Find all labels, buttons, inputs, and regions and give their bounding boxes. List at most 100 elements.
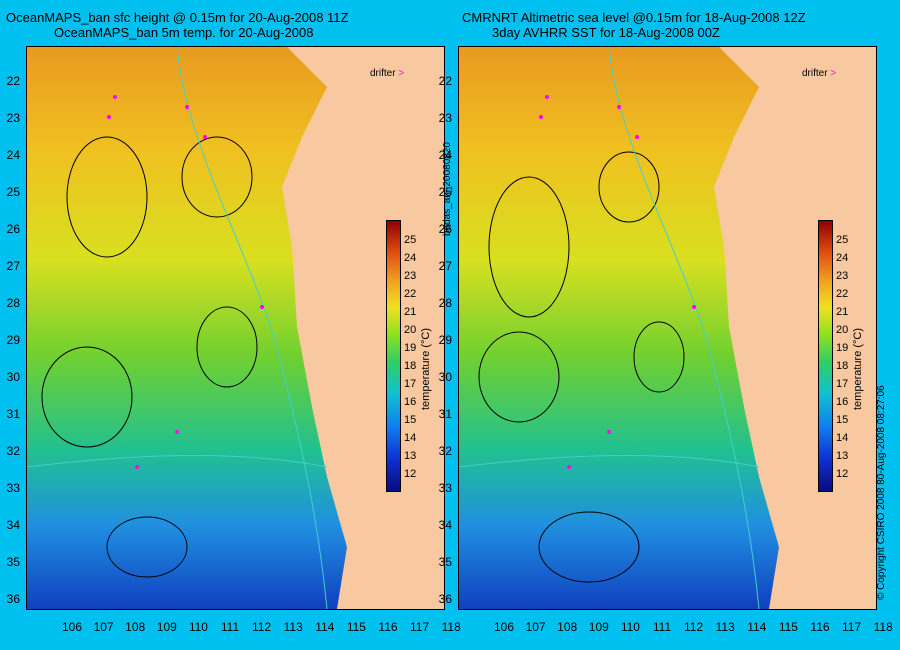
lat-tick: 28 (438, 296, 452, 310)
colorbar-right (818, 220, 833, 492)
colorbar-tick: 21 (404, 306, 417, 318)
drifter-legend-left: drifter > (370, 68, 404, 79)
lon-tick: 117 (410, 620, 430, 634)
lon-tick: 106 (493, 620, 515, 634)
lat-tick: 27 (6, 259, 20, 273)
right-title-line1: CMRNRT Altimetric sea level @0.15m for 1… (462, 10, 806, 25)
colorbar-tick: 12 (836, 468, 849, 480)
drifter-arrow-icon: > (398, 68, 405, 79)
lon-tick: 112 (684, 620, 704, 634)
lon-tick: 112 (252, 620, 272, 634)
colorbar-tick: 24 (836, 252, 849, 264)
colorbar-left (386, 220, 401, 492)
lat-tick: 34 (6, 518, 20, 532)
isobaths (459, 47, 760, 609)
lat-tick: 24 (438, 148, 452, 162)
lon-tick: 118 (441, 620, 461, 634)
colorbar-tick: 25 (404, 234, 417, 246)
lon-tick: 113 (715, 620, 735, 634)
sea-level-contours (478, 151, 685, 583)
isobaths (27, 47, 328, 609)
lon-tick: 110 (188, 620, 208, 634)
left-title-line2: OceanMAPS_ban 5m temp. for 20-Aug-2008 (54, 25, 314, 40)
lat-tick: 29 (438, 333, 452, 347)
lat-tick: 29 (6, 333, 20, 347)
colorbar-tick: 15 (404, 414, 417, 426)
lon-tick: 113 (283, 620, 303, 634)
lat-tick: 32 (6, 444, 20, 458)
colorbar-tick: 18 (836, 360, 849, 372)
lon-tick: 118 (873, 620, 893, 634)
colorbar-tick: 22 (404, 288, 417, 300)
colorbar-tick: 16 (836, 396, 849, 408)
colorbar-tick: 24 (404, 252, 417, 264)
lon-tick: 108 (557, 620, 578, 634)
colorbar-tick: 12 (404, 468, 417, 480)
colorbar-tick: 15 (836, 414, 849, 426)
colorbar-tick: 22 (836, 288, 849, 300)
right-map-panel (458, 46, 877, 610)
lat-tick: 34 (438, 518, 452, 532)
colorbar-tick: 14 (836, 432, 849, 444)
lon-tick: 115 (346, 620, 366, 634)
lat-tick: 33 (6, 481, 20, 495)
drifter-label: drifter (802, 68, 828, 79)
colorbar-tick: 20 (836, 324, 849, 336)
colorbar-title-right: temperature (°C) (852, 327, 864, 410)
lat-tick: 36 (6, 592, 20, 606)
lon-tick: 107 (525, 620, 546, 634)
lon-tick: 106 (61, 620, 83, 634)
colorbar-tick: 13 (836, 450, 849, 462)
lon-tick: 111 (220, 620, 240, 634)
drifter-tracks (539, 95, 696, 469)
lon-tick: 117 (842, 620, 862, 634)
right-map-svg (459, 47, 876, 609)
drifter-legend-right: drifter > (802, 68, 836, 79)
lat-tick: 30 (6, 370, 20, 384)
lon-tick: 111 (652, 620, 672, 634)
colorbar-title-left: temperature (°C) (420, 327, 432, 410)
colorbar-tick: 25 (836, 234, 849, 246)
colorbar-tick: 20 (404, 324, 417, 336)
colorbar-tick: 23 (836, 270, 849, 282)
lat-tick: 27 (438, 259, 452, 273)
drifter-arrow-icon: > (830, 68, 837, 79)
lat-tick: 23 (438, 111, 452, 125)
lon-tick: 110 (620, 620, 640, 634)
lat-tick: 30 (438, 370, 452, 384)
coastline-land (282, 47, 444, 609)
colorbar-tick: 14 (404, 432, 417, 444)
lat-tick: 26 (438, 222, 452, 236)
colorbar-tick: 17 (836, 378, 849, 390)
colorbar-tick: 19 (836, 342, 849, 354)
lat-tick: 32 (438, 444, 452, 458)
colorbar-tick: 17 (404, 378, 417, 390)
lon-tick: 108 (125, 620, 146, 634)
center-side-label: bodas_an_20080820 (442, 142, 453, 236)
lon-tick: 107 (93, 620, 114, 634)
left-map-svg (27, 47, 444, 609)
lat-tick: 22 (438, 74, 452, 88)
lat-tick: 26 (6, 222, 20, 236)
lat-tick: 35 (438, 555, 452, 569)
right-title-line2: 3day AVHRR SST for 18-Aug-2008 00Z (492, 25, 720, 40)
lon-tick: 116 (810, 620, 830, 634)
lon-tick: 109 (588, 620, 609, 634)
lat-tick: 31 (6, 407, 20, 421)
lat-tick: 25 (6, 185, 20, 199)
lon-tick: 115 (778, 620, 798, 634)
drifter-tracks (107, 95, 264, 469)
colorbar-tick: 23 (404, 270, 417, 282)
lat-tick: 24 (6, 148, 20, 162)
colorbar-tick: 21 (836, 306, 849, 318)
colorbar-tick: 13 (404, 450, 417, 462)
lat-tick: 35 (6, 555, 20, 569)
lat-tick: 28 (6, 296, 20, 310)
lat-tick: 33 (438, 481, 452, 495)
sea-level-contours (41, 136, 258, 578)
left-map-panel (26, 46, 445, 610)
copyright-label: © Copyright CSIRO 2008 80-Aug-2008 08:27… (876, 385, 887, 600)
lat-tick: 31 (438, 407, 452, 421)
drifter-label: drifter (370, 68, 396, 79)
lon-tick: 109 (156, 620, 177, 634)
